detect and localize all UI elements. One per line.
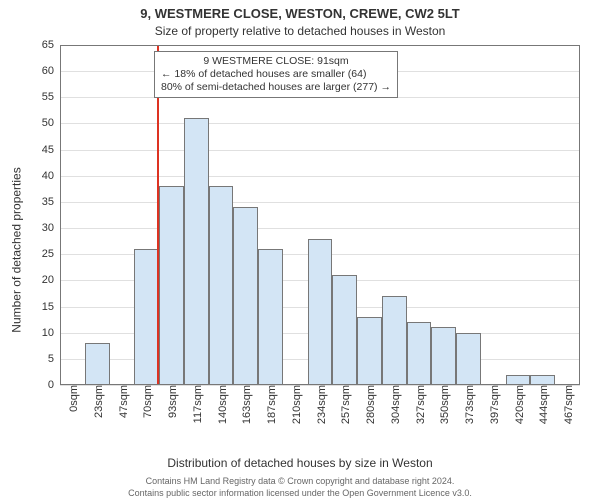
x-axis-label: Distribution of detached houses by size … (0, 456, 600, 470)
histogram-bar (308, 239, 333, 385)
x-tick-label: 210sqm (287, 385, 303, 424)
x-tick-label: 23sqm (89, 385, 105, 418)
attribution-line-1: Contains HM Land Registry data © Crown c… (0, 476, 600, 486)
histogram-bar (233, 207, 258, 385)
x-tick-label: 350sqm (435, 385, 451, 424)
y-gridline (60, 228, 580, 229)
x-tick-label: 234sqm (312, 385, 328, 424)
x-tick-label: 187sqm (262, 385, 278, 424)
y-tick-label: 45 (42, 144, 60, 156)
annotation-box: 9 WESTMERE CLOSE: 91sqm← 18% of detached… (154, 51, 398, 98)
x-tick-label: 140sqm (213, 385, 229, 424)
x-tick-label: 93sqm (163, 385, 179, 418)
histogram-bar (530, 375, 555, 385)
histogram-bar (382, 296, 407, 385)
y-tick-label: 10 (42, 327, 60, 339)
annotation-line: ← 18% of detached houses are smaller (64… (161, 68, 391, 81)
y-tick-label: 35 (42, 196, 60, 208)
y-tick-label: 30 (42, 222, 60, 234)
histogram-bar (431, 327, 456, 385)
x-tick-label: 47sqm (114, 385, 130, 418)
histogram-bar (357, 317, 382, 385)
x-tick-label: 444sqm (534, 385, 550, 424)
histogram-bar (332, 275, 357, 385)
y-gridline (60, 202, 580, 203)
x-tick-label: 327sqm (411, 385, 427, 424)
y-tick-label: 5 (48, 353, 60, 365)
histogram-bar (506, 375, 531, 385)
y-tick-label: 20 (42, 274, 60, 286)
x-tick-label: 257sqm (336, 385, 352, 424)
x-tick-label: 373sqm (460, 385, 476, 424)
y-gridline (60, 176, 580, 177)
x-tick-label: 70sqm (138, 385, 154, 418)
y-gridline (60, 150, 580, 151)
histogram-bar (258, 249, 283, 385)
x-tick-label: 420sqm (510, 385, 526, 424)
chart-root: 9, WESTMERE CLOSE, WESTON, CREWE, CW2 5L… (0, 0, 600, 500)
y-tick-label: 65 (42, 39, 60, 51)
y-tick-label: 55 (42, 91, 60, 103)
x-tick-label: 117sqm (188, 385, 204, 423)
chart-subtitle: Size of property relative to detached ho… (0, 24, 600, 38)
histogram-bar (407, 322, 432, 385)
y-gridline (60, 123, 580, 124)
plot-area: 051015202530354045505560650sqm23sqm47sqm… (60, 45, 580, 385)
histogram-bar (209, 186, 234, 385)
chart-title: 9, WESTMERE CLOSE, WESTON, CREWE, CW2 5L… (0, 6, 600, 21)
x-tick-label: 0sqm (64, 385, 80, 412)
histogram-bar (85, 343, 110, 385)
y-gridline (60, 45, 580, 46)
y-tick-label: 15 (42, 301, 60, 313)
histogram-bar (184, 118, 209, 385)
attribution-line-2: Contains public sector information licen… (0, 488, 600, 498)
x-tick-label: 280sqm (361, 385, 377, 424)
histogram-bar (134, 249, 159, 385)
y-tick-label: 25 (42, 248, 60, 260)
y-tick-label: 50 (42, 117, 60, 129)
x-tick-label: 467sqm (559, 385, 575, 424)
x-tick-label: 397sqm (485, 385, 501, 424)
x-tick-label: 163sqm (237, 385, 253, 424)
y-tick-label: 0 (48, 379, 60, 391)
y-axis-label: Number of detached properties (10, 167, 24, 332)
y-tick-label: 60 (42, 65, 60, 77)
annotation-line: 9 WESTMERE CLOSE: 91sqm (161, 55, 391, 68)
y-tick-label: 40 (42, 170, 60, 182)
histogram-bar (456, 333, 481, 385)
x-tick-label: 304sqm (386, 385, 402, 424)
histogram-bar (159, 186, 184, 385)
annotation-line: 80% of semi-detached houses are larger (… (161, 81, 391, 94)
